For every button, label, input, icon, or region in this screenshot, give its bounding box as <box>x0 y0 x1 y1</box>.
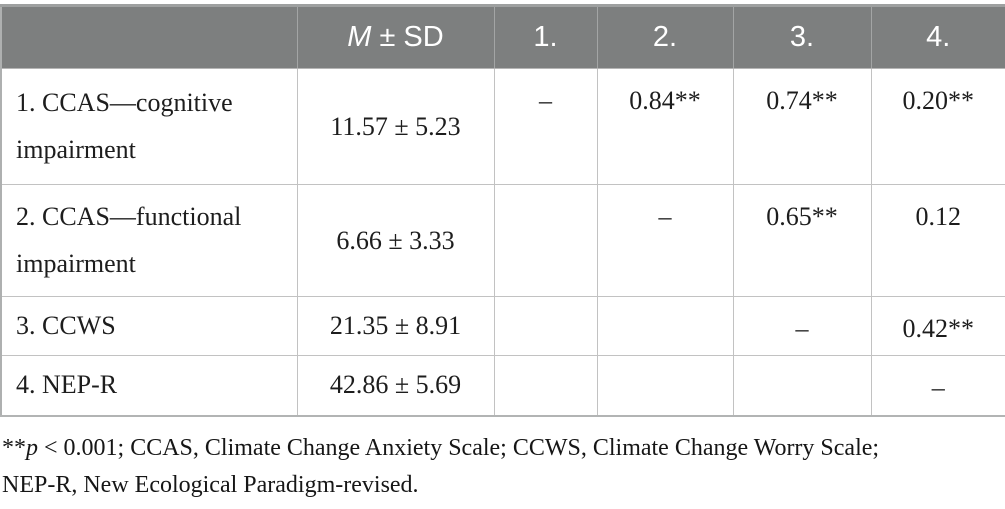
correlation-cell <box>732 355 872 416</box>
footnote-line-2: NEP-R, New Ecological Paradigm-revised. <box>2 471 419 498</box>
row-label: 4. NEP-R <box>0 355 298 416</box>
plus-minus-symbol: ± <box>379 21 396 53</box>
table-row-nep-r: 4. NEP-R 42.86 ± 5.69 – <box>0 355 1005 416</box>
header-cell-1: 1. <box>493 5 597 69</box>
correlation-cell: 0.12 <box>870 184 1005 297</box>
mean-sd-cell: 6.66 ± 3.33 <box>296 184 495 297</box>
footnote: **p < 0.001; CCAS, Climate Change Anxiet… <box>0 430 1005 504</box>
significance-stars: ** <box>2 434 26 461</box>
table-row-ccas-functional: 2. CCAS—functional impairment 6.66 ± 3.3… <box>0 184 1005 297</box>
correlation-cell: 0.74** <box>732 68 872 185</box>
header-cell-m-sd: M ± SD <box>296 5 494 69</box>
table-row-ccws: 3. CCWS 21.35 ± 8.91 – 0.42** <box>0 296 1005 356</box>
footnote-line-1: **p < 0.001; CCAS, Climate Change Anxiet… <box>2 430 1005 467</box>
mean-sd-cell: 42.86 ± 5.69 <box>296 355 495 416</box>
correlation-table: M ± SD 1. 2. 3. 4. 1. CCAS—cognitive impai… <box>0 4 1005 417</box>
footnote-text: < 0.001; CCAS, Climate Change Anxiety Sc… <box>38 434 880 461</box>
correlation-cell: 0.42** <box>870 296 1005 356</box>
correlation-cell <box>493 296 598 356</box>
correlation-cell: – <box>596 184 734 297</box>
correlation-cell <box>493 355 598 416</box>
sd-label: SD <box>403 21 444 53</box>
mean-symbol: M <box>347 21 372 53</box>
correlation-cell: – <box>493 68 598 185</box>
row-label: 2. CCAS—functional impairment <box>0 184 298 297</box>
correlation-cell: – <box>870 355 1005 416</box>
header-row: M ± SD 1. 2. 3. 4. <box>1 5 1005 69</box>
mean-sd-cell: 21.35 ± 8.91 <box>296 296 495 356</box>
correlation-cell <box>596 355 734 416</box>
correlation-cell: 0.20** <box>870 68 1005 185</box>
header-cell-empty <box>1 5 297 69</box>
correlation-cell: 0.84** <box>596 68 734 185</box>
correlation-cell: 0.65** <box>732 184 872 297</box>
correlation-cell: – <box>732 296 872 356</box>
row-label: 3. CCWS <box>0 296 298 356</box>
header-cell-4: 4. <box>870 5 1005 69</box>
p-symbol: p <box>26 434 38 461</box>
row-label: 1. CCAS—cognitive impairment <box>0 68 298 185</box>
mean-sd-cell: 11.57 ± 5.23 <box>296 68 495 185</box>
table-row-ccas-cognitive: 1. CCAS—cognitive impairment 11.57 ± 5.2… <box>0 68 1005 185</box>
correlation-cell <box>493 184 598 297</box>
header-cell-3: 3. <box>732 5 871 69</box>
header-cell-2: 2. <box>596 5 733 69</box>
correlation-cell <box>596 296 734 356</box>
